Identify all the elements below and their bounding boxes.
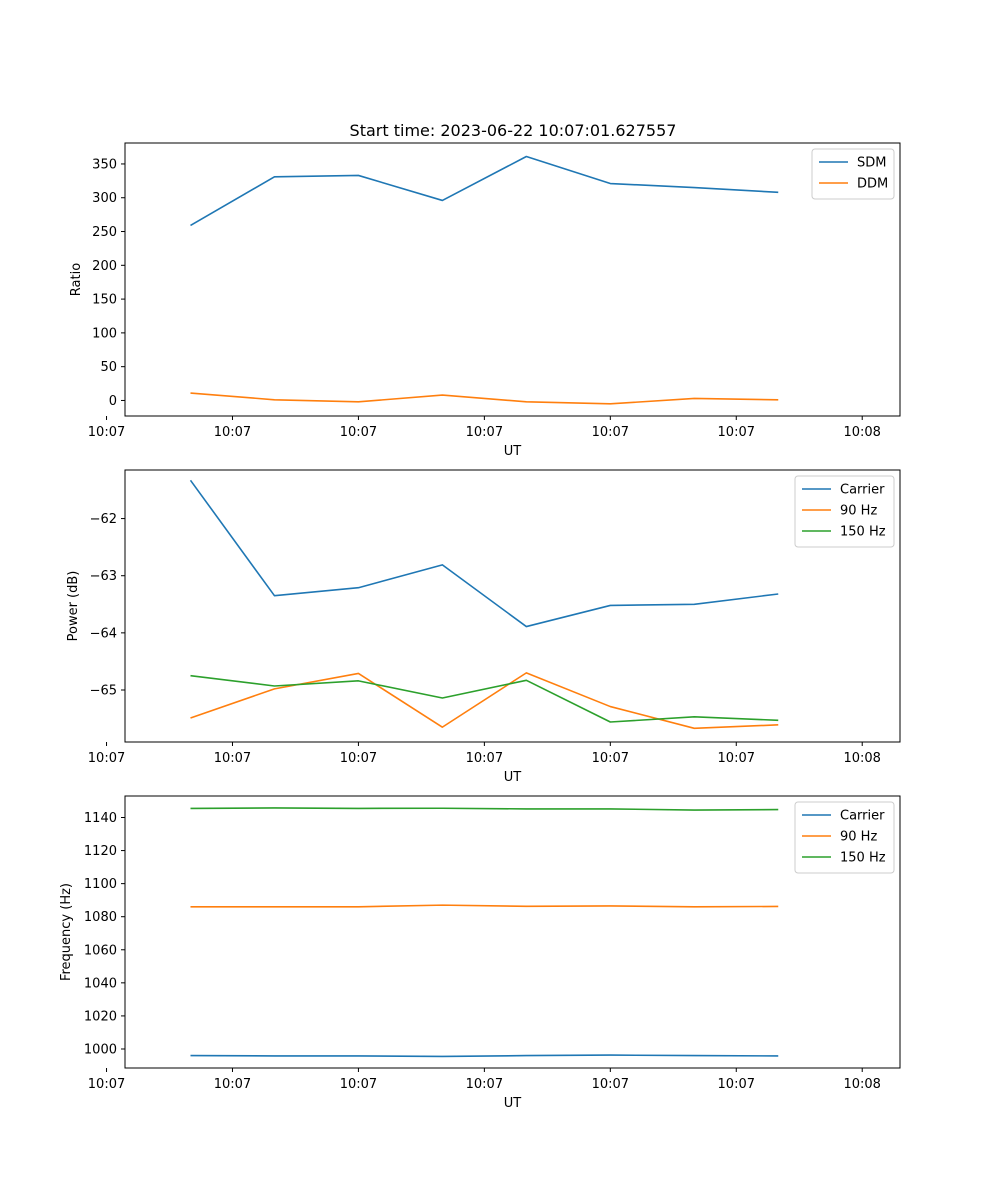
- legend-label: SDM: [857, 156, 886, 171]
- legend-label: Carrier: [840, 483, 885, 498]
- series-line-carrier: [189, 479, 779, 628]
- legend-label: DDM: [857, 177, 888, 192]
- y-tick-label: 1120: [84, 844, 117, 859]
- y-tick-label: 1140: [84, 811, 117, 826]
- series-line-sdm: [190, 155, 779, 227]
- y-tick-label: 1040: [84, 976, 117, 991]
- x-axis-label: UT: [504, 770, 522, 785]
- y-tick-label: −63: [90, 569, 117, 584]
- axes-frame: [124, 469, 901, 743]
- x-tick-label: 10:08: [843, 1077, 880, 1092]
- panel-2: 10:07 10:07 10:07 10:07 10:07 10:07 10:08 −65 −6…: [66, 469, 901, 785]
- legend-box: [794, 475, 895, 548]
- legend-label: 90 Hz: [840, 830, 877, 845]
- y-axis-label: Ratio: [69, 263, 84, 296]
- x-tick-label: 10:07: [340, 751, 377, 766]
- x-tick-label: 10:07: [466, 751, 503, 766]
- axes-frame: [124, 142, 901, 417]
- x-tick-label: 10:07: [340, 425, 377, 440]
- panel-3: 10:07 10:07 10:07 10:07 10:07 10:07 10:08 1000 1…: [59, 795, 901, 1111]
- y-axis-label: Power (dB): [66, 571, 81, 642]
- x-tick-label: 10:07: [592, 425, 629, 440]
- legend: SDM DDM: [811, 148, 895, 200]
- legend-label: 150 Hz: [840, 525, 886, 540]
- chart-panels: 10:07 10:07 10:07 10:07 10:07 10:07 10:08 0 50 10…: [59, 142, 901, 1111]
- x-tick-label: 10:07: [88, 1077, 125, 1092]
- y-tick-label: −64: [90, 626, 117, 641]
- series-line-90-hz: [190, 672, 779, 730]
- x-tick-label: 10:07: [88, 425, 125, 440]
- x-axis-label: UT: [504, 444, 522, 459]
- x-tick-label: 10:07: [88, 751, 125, 766]
- legend-label: 90 Hz: [840, 504, 877, 519]
- x-tick-label: 10:08: [843, 751, 880, 766]
- y-tick-label: 100: [92, 326, 117, 341]
- y-tick-label: 1060: [84, 943, 117, 958]
- y-tick-label: 1080: [84, 910, 117, 925]
- x-tick-label: 10:07: [718, 1077, 755, 1092]
- x-tick-label: 10:07: [718, 425, 755, 440]
- y-tick-label: 0: [109, 394, 117, 409]
- series-line-90-hz: [190, 904, 779, 908]
- x-tick-label: 10:07: [592, 1077, 629, 1092]
- legend-box: [794, 801, 895, 874]
- y-tick-label: 1000: [84, 1042, 117, 1057]
- y-tick-label: 200: [92, 259, 117, 274]
- y-axis-label: Frequency (Hz): [59, 883, 74, 981]
- y-tick-label: −65: [90, 684, 117, 699]
- legend: Carrier 90 Hz 150 Hz: [794, 801, 895, 874]
- legend-label: 150 Hz: [840, 851, 886, 866]
- axes-frame: [124, 795, 901, 1069]
- x-tick-label: 10:07: [340, 1077, 377, 1092]
- x-tick-label: 10:07: [214, 1077, 251, 1092]
- legend: Carrier 90 Hz 150 Hz: [794, 475, 895, 548]
- x-tick-label: 10:07: [466, 425, 503, 440]
- y-tick-label: 1020: [84, 1009, 117, 1024]
- series-line-ddm: [190, 392, 779, 405]
- y-tick-label: 300: [92, 191, 117, 206]
- series-line-150-hz: [190, 674, 779, 723]
- panel-1: 10:07 10:07 10:07 10:07 10:07 10:07 10:08 0 50 10…: [69, 142, 901, 459]
- y-tick-label: 350: [92, 157, 117, 172]
- legend-label: Carrier: [840, 809, 885, 824]
- y-tick-label: −62: [90, 512, 117, 527]
- figure-title: Start time: 2023-06-22 10:07:01.627557: [350, 121, 677, 140]
- y-tick-label: 150: [92, 293, 117, 308]
- x-tick-label: 10:07: [592, 751, 629, 766]
- x-tick-label: 10:07: [718, 751, 755, 766]
- x-tick-label: 10:07: [214, 425, 251, 440]
- y-tick-label: 250: [92, 225, 117, 240]
- x-axis-label: UT: [504, 1096, 522, 1111]
- series-line-150-hz: [190, 807, 779, 811]
- series-line-carrier: [190, 1054, 779, 1058]
- x-tick-label: 10:07: [466, 1077, 503, 1092]
- x-tick-label: 10:07: [214, 751, 251, 766]
- y-tick-label: 1100: [84, 877, 117, 892]
- y-tick-label: 50: [100, 360, 117, 375]
- x-tick-label: 10:08: [843, 425, 880, 440]
